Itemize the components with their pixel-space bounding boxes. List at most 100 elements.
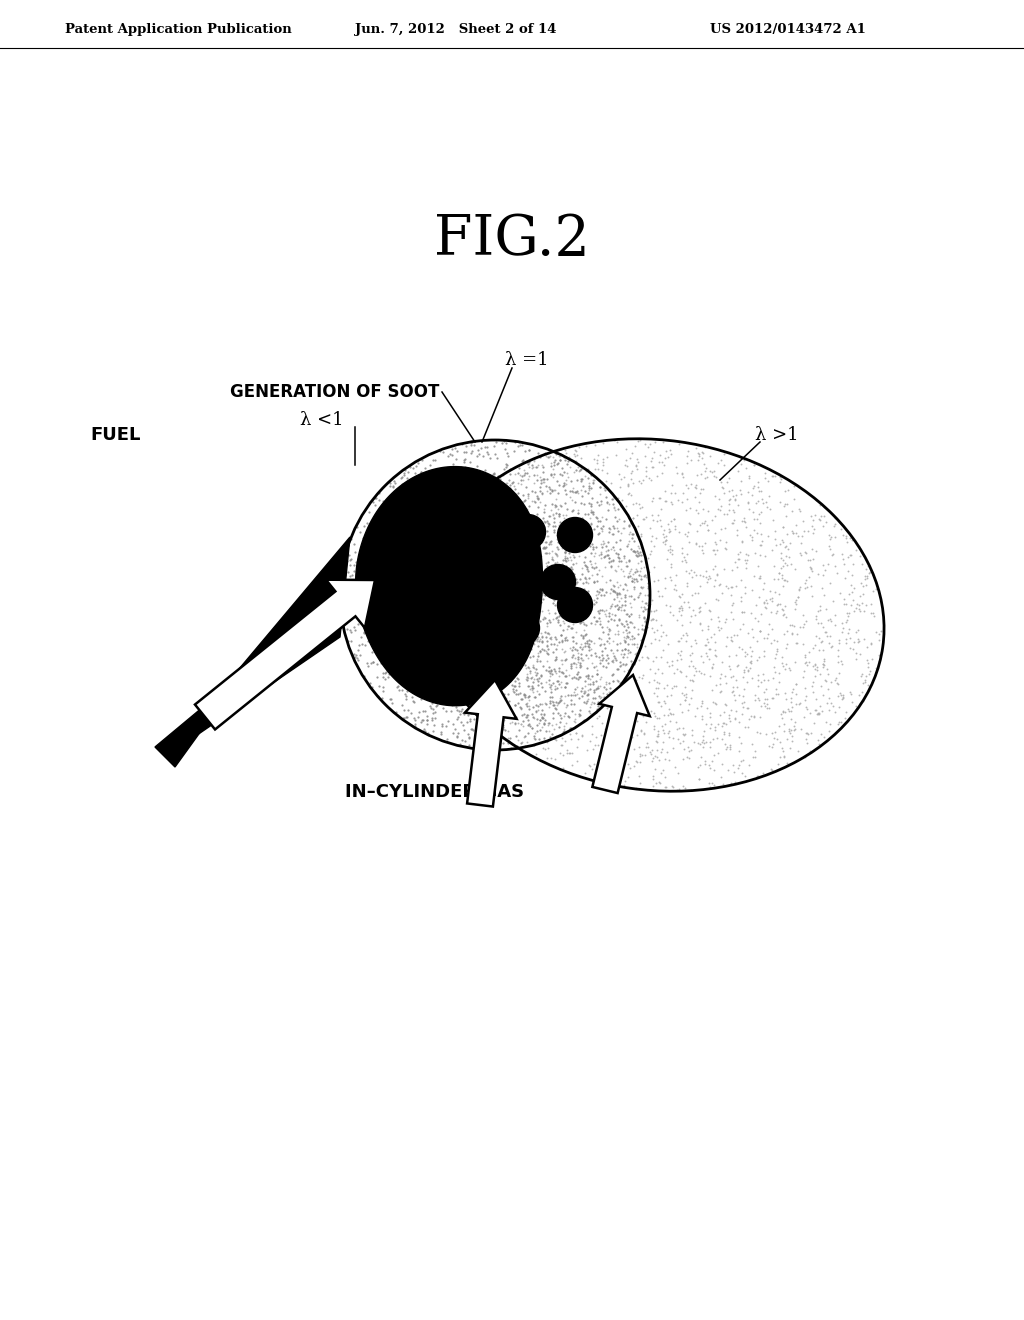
Point	[558, 540, 574, 561]
Point	[475, 488, 492, 510]
Point	[588, 610, 604, 631]
Point	[604, 603, 621, 624]
Point	[831, 682, 848, 704]
Point	[466, 565, 482, 586]
Point	[494, 659, 510, 680]
Point	[595, 449, 611, 470]
Point	[563, 607, 580, 628]
Point	[394, 515, 411, 536]
Point	[736, 661, 753, 682]
Point	[593, 686, 609, 708]
Point	[629, 634, 645, 655]
Point	[494, 713, 510, 734]
Point	[872, 645, 889, 667]
Point	[589, 698, 605, 719]
Point	[426, 610, 442, 631]
Point	[561, 706, 578, 727]
Point	[479, 520, 496, 541]
Point	[429, 623, 445, 644]
Point	[502, 478, 518, 499]
Point	[577, 632, 593, 653]
Point	[487, 467, 504, 488]
Point	[438, 490, 455, 511]
Point	[375, 498, 391, 519]
Point	[750, 664, 766, 685]
Point	[500, 665, 516, 686]
Point	[506, 585, 522, 606]
Point	[480, 581, 497, 602]
Point	[410, 630, 426, 651]
Point	[361, 616, 378, 638]
Point	[522, 525, 539, 546]
Point	[569, 643, 586, 664]
Point	[379, 626, 395, 647]
Point	[439, 620, 456, 642]
Point	[507, 713, 523, 734]
Point	[566, 681, 583, 702]
Point	[679, 445, 695, 466]
Point	[850, 619, 866, 640]
Point	[543, 681, 559, 702]
Point	[574, 607, 591, 628]
Point	[486, 564, 503, 585]
Point	[841, 708, 857, 729]
Point	[649, 731, 666, 752]
Point	[530, 671, 547, 692]
Point	[443, 503, 460, 524]
Point	[382, 568, 398, 589]
Point	[592, 614, 608, 635]
Point	[524, 678, 541, 700]
Point	[495, 570, 511, 591]
Point	[534, 700, 550, 721]
Point	[609, 614, 626, 635]
Point	[357, 616, 374, 638]
Point	[796, 706, 812, 727]
Point	[429, 574, 445, 595]
Point	[492, 722, 508, 743]
Point	[345, 560, 361, 581]
Point	[573, 643, 590, 664]
Point	[424, 692, 440, 713]
Point	[707, 540, 723, 561]
Point	[656, 678, 673, 700]
Point	[850, 598, 866, 619]
Point	[550, 483, 566, 504]
Point	[598, 536, 614, 557]
Point	[519, 462, 536, 483]
Point	[824, 590, 841, 611]
Point	[595, 648, 611, 669]
Point	[571, 705, 588, 726]
Point	[545, 702, 561, 723]
Point	[531, 640, 548, 661]
Point	[558, 548, 574, 569]
Point	[741, 657, 758, 678]
Point	[443, 694, 460, 715]
Point	[749, 766, 765, 787]
Point	[547, 594, 563, 615]
Point	[403, 562, 420, 583]
Point	[700, 618, 717, 639]
Point	[679, 453, 695, 474]
Point	[505, 704, 521, 725]
Point	[653, 742, 670, 763]
Point	[552, 532, 568, 553]
Point	[835, 612, 851, 634]
Point	[611, 704, 628, 725]
Point	[366, 651, 382, 672]
Point	[556, 562, 572, 583]
Point	[765, 734, 781, 755]
Point	[498, 453, 514, 474]
Point	[457, 644, 473, 665]
Point	[577, 554, 593, 576]
Point	[499, 457, 515, 478]
Point	[694, 692, 711, 713]
FancyArrow shape	[195, 579, 375, 730]
Point	[838, 702, 854, 723]
Point	[385, 564, 401, 585]
Point	[475, 591, 492, 612]
Point	[342, 619, 358, 640]
Point	[774, 568, 791, 589]
Point	[532, 640, 549, 661]
Point	[604, 752, 621, 774]
Point	[736, 660, 753, 681]
